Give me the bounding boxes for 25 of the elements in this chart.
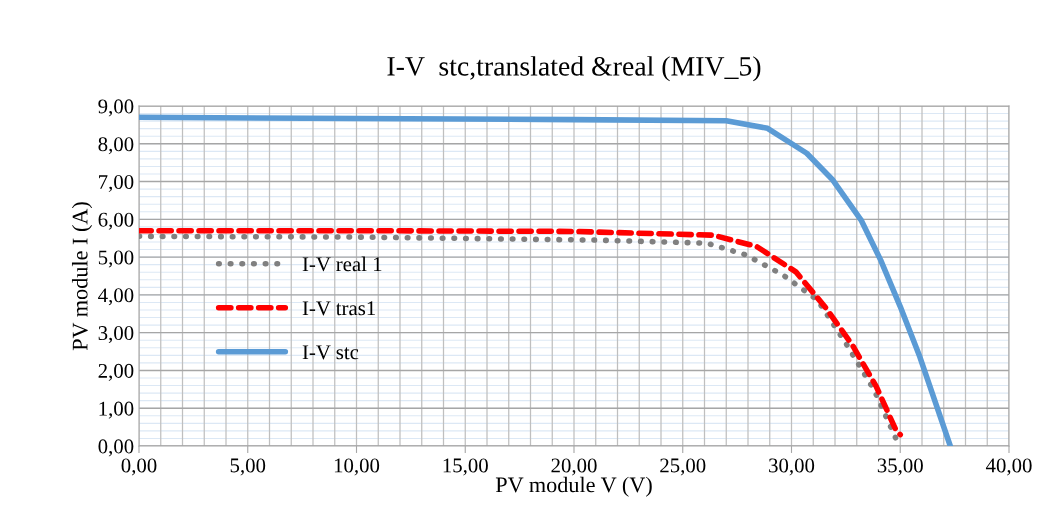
legend-label: I-V stc [302,345,359,360]
y-tick-label: 3,00 [98,326,134,344]
x-axis-title: PV module V (V) [495,476,652,497]
x-tick-label: 10,00 [334,458,380,476]
x-tick-label: 30,00 [769,458,815,476]
y-tick-label: 1,00 [99,401,134,419]
x-tick-label: 0,00 [121,458,157,476]
legend-label: I-V real 1 [302,256,382,272]
y-axis-title: PV module I (A) [71,202,93,351]
x-tick-label: 5,00 [230,458,266,476]
y-tick-label: 2,00 [98,363,134,381]
y-tick-label: 5,00 [98,250,134,268]
x-tick-label: 25,00 [660,458,706,476]
x-tick-label: 35,00 [877,458,923,476]
legend-label: I-V tras1 [302,301,375,316]
y-tick-label: 0,00 [98,439,134,457]
y-tick-label: 4,00 [98,288,134,306]
y-tick-label: 9,00 [98,99,134,117]
x-tick-label: 40,00 [985,458,1032,476]
y-tick-label: 6,00 [98,212,134,230]
x-tick-label: 20,00 [551,458,597,476]
y-tick-label: 7,00 [99,174,134,192]
x-tick-label: 15,00 [443,458,488,476]
y-tick-label: 8,00 [98,137,134,155]
chart-title: I-V stc,translated &real (MIV_5) [387,56,761,82]
